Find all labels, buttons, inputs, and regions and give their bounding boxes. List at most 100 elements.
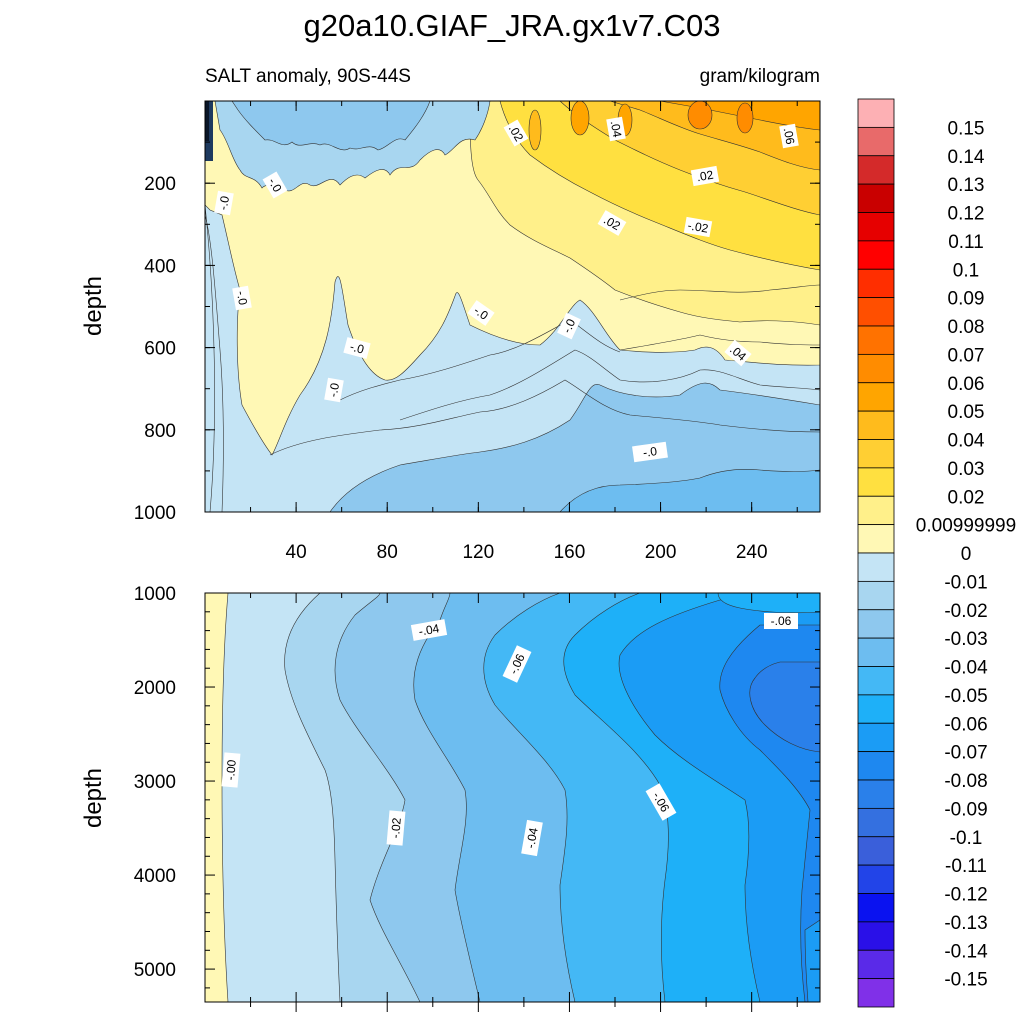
colorbar-label: -0.01 [944,572,987,593]
colorbar-label: 0.15 [948,118,985,139]
svg-text:-.0: -.0 [560,316,579,335]
lower-ytick-label: 2000 [134,678,176,699]
lower-ytick-label: 3000 [134,772,176,793]
colorbar: 0.15 0.14 0.13 0.12 0.11 0.1 0.09 0.08 0.07 0.06 0… [857,98,1016,1008]
colorbar-box [857,580,895,611]
colorbar-box [857,722,895,753]
colorbar-box [857,183,895,213]
colorbar-box [857,694,895,724]
colorbar-box [857,524,895,554]
upper-xtick-label: 160 [554,542,586,563]
svg-text:.04: .04 [608,120,625,139]
colorbar-label: 0.1 [953,260,979,281]
colorbar-label: 0.00999999 [916,516,1016,537]
upper-units-label: gram/kilogram [700,66,820,87]
colorbar-label: -0.15 [944,970,987,991]
colorbar-label: 0.12 [948,204,985,225]
colorbar-box [857,921,895,951]
upper-xtick-label: 240 [736,542,768,563]
colorbar-label: 0.14 [948,147,985,168]
lower-panel [205,593,820,1002]
upper-xtick-label: 120 [462,542,494,563]
colorbar-label: 0.07 [948,345,985,366]
colorbar-box [857,325,895,355]
colorbar-box [857,978,895,1008]
lower-ytick-label: 1000 [134,584,176,605]
svg-text:-.00: -.00 [223,759,239,781]
colorbar-box [857,779,895,809]
svg-text:-.0: -.0 [326,382,342,399]
colorbar-box [857,949,895,980]
colorbar-label: 0.06 [948,374,985,395]
colorbar-label: 0 [961,544,972,565]
colorbar-label: -0.07 [944,743,987,764]
svg-text:-.0: -.0 [348,339,365,356]
colorbar-box [857,495,895,526]
chart-title: g20a10.GIAF_JRA.gx1v7.C03 [303,8,720,43]
svg-text:-.04: -.04 [418,621,441,638]
upper-xtick-label: 40 [286,542,307,563]
colorbar-box [857,240,895,270]
colorbar-label: 0.03 [948,459,985,480]
upper-ytick-label: 600 [144,339,176,360]
colorbar-label: -0.06 [944,714,987,735]
colorbar-box [857,836,895,866]
colorbar-box [857,155,895,185]
colorbar-box [857,864,895,894]
upper-ytick-label: 200 [144,174,176,195]
upper-ytick-label: 400 [144,256,176,277]
colorbar-label: -0.11 [945,856,987,877]
svg-text:-.0: -.0 [216,195,232,212]
upper-xtick-label: 200 [645,542,677,563]
colorbar-box [857,410,895,440]
colorbar-box [857,382,895,412]
colorbar-label: 0.05 [948,402,985,423]
colorbar-box [857,212,895,242]
colorbar-label: -0.08 [944,771,987,792]
upper-y-axis-label: depth [80,276,107,336]
lower-y-axis-label: depth [80,768,107,828]
upper-panel [205,101,820,512]
colorbar-label: -0.1 [950,828,983,849]
colorbar-box [857,893,895,923]
axes: 200 400 600 800 1000 40 80 120 160 200 240 1000 2000… [134,101,820,1012]
colorbar-label: -0.12 [944,885,987,906]
colorbar-box [857,98,895,128]
lower-contour-labels: -.04 -.06 -.06 -.00 -.02 -.04 -.06 [221,613,798,857]
colorbar-box [857,666,895,696]
colorbar-label: 0.08 [948,317,985,338]
colorbar-box [857,609,895,639]
svg-text:-.0: -.0 [642,444,658,460]
colorbar-label: -0.05 [944,686,987,707]
colorbar-box [857,467,895,497]
svg-text:-.06: -.06 [771,614,792,628]
colorbar-box [857,552,895,582]
svg-text:-.02: -.02 [687,218,710,235]
colorbar-label: -0.04 [944,658,988,679]
colorbar-label: 0.09 [948,289,985,310]
colorbar-box [857,297,895,327]
svg-text:-.02: -.02 [388,817,404,839]
colorbar-label: -0.03 [944,629,987,650]
upper-contour-labels: .02 .04 .06 -.0 -.0 -.0 -.0 -.0 -.0 -.0 … [214,116,799,463]
svg-text:.02: .02 [696,168,715,185]
colorbar-box [857,439,895,469]
upper-xtick-label: 80 [377,542,398,563]
svg-text:-.0: -.0 [265,175,284,194]
upper-ytick-label: 1000 [134,503,176,524]
colorbar-box [857,807,895,838]
colorbar-label: 0.13 [948,175,985,196]
lower-ytick-label: 5000 [134,960,176,981]
colorbar-box [857,353,895,384]
colorbar-label: 0.04 [948,431,985,452]
svg-text:.06: .06 [781,127,798,146]
colorbar-label: 0.02 [948,487,985,508]
colorbar-label: -0.13 [944,913,987,934]
colorbar-box [857,637,895,667]
colorbar-box [857,126,895,157]
svg-text:-.04: -.04 [523,826,540,849]
colorbar-label: -0.02 [944,601,987,622]
colorbar-box [857,268,895,299]
colorbar-label: 0.11 [948,232,984,253]
